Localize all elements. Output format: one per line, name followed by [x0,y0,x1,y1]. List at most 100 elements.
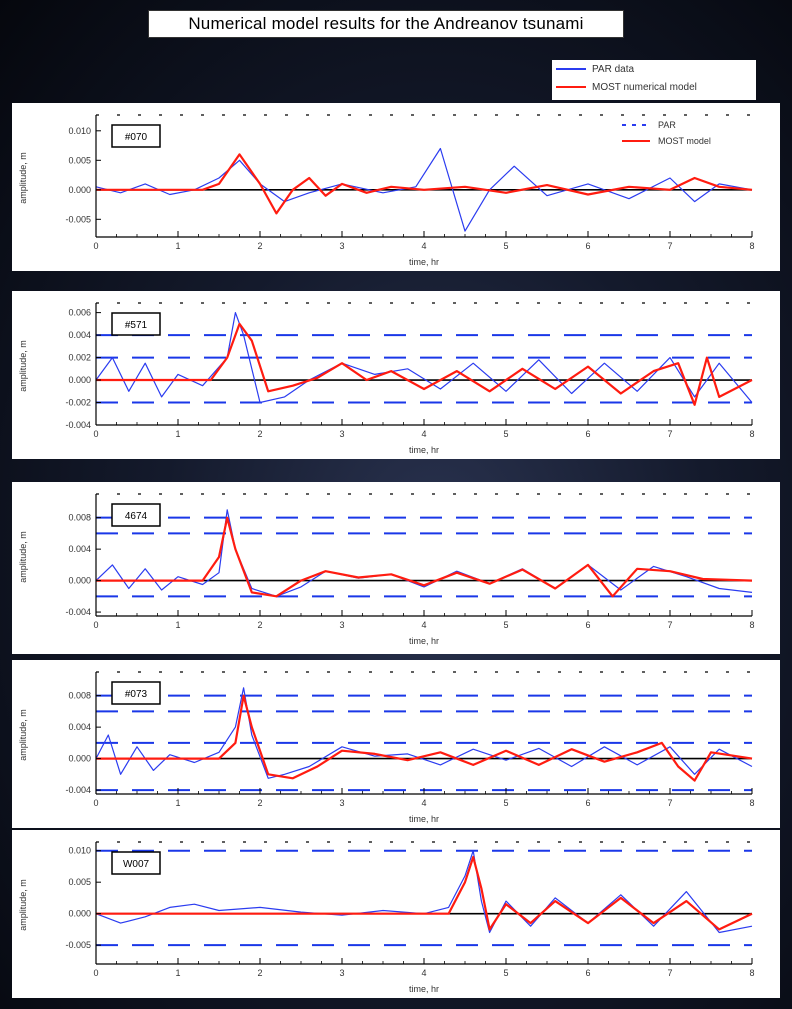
legend-swatch-red [556,86,586,89]
station-label: #070 [125,132,148,143]
y-tick-label: -0.004 [65,607,91,617]
y-axis-title: amplitude, m [18,709,28,761]
chart-svg-2: 0 1 2 3 4 5 6 7 8 0.006 0.004 0.002 0.000 -0.002 -0.00… [18,302,755,455]
x-tick-label: 3 [339,798,344,808]
series-model-line [96,322,753,406]
y-tick-label: 0.004 [68,722,91,732]
x-tick-label: 5 [503,798,508,808]
series-observed-line [95,687,753,779]
station-label: #073 [125,689,148,700]
x-tick-label: 8 [749,241,754,251]
slide-title: Numerical model results for the Andreano… [148,10,624,38]
y-tick-label: -0.005 [65,214,91,224]
x-tick-label: 8 [749,429,754,439]
y-tick-label: 0.002 [68,353,91,363]
x-axis-title: time, hr [409,814,439,824]
x-tick-label: 5 [503,968,508,978]
y-tick-label: 0.000 [68,909,91,919]
x-tick-label: 4 [421,620,426,630]
y-tick-label: 0.000 [68,185,91,195]
y-tick-label: 0.000 [68,375,91,385]
series-observed-line [95,509,753,597]
y-tick-label: 0.000 [68,576,91,586]
x-tick-label: 1 [175,620,180,630]
x-tick-label: 7 [667,968,672,978]
chart-panel-1: 0 1 2 3 4 5 6 7 8 0.010 0.005 0.000 -0.005 time, hr am… [12,103,780,271]
x-tick-label: 5 [503,429,508,439]
legend-swatch-blue [556,68,586,71]
station-label: #571 [125,320,148,331]
x-tick-label: 3 [339,429,344,439]
chart-panel-2: 0 1 2 3 4 5 6 7 8 0.006 0.004 0.002 0.000 -0.002 -0.00… [12,291,780,459]
y-tick-label: 0.008 [68,513,91,523]
x-tick-label: 4 [421,429,426,439]
x-tick-label: 4 [421,968,426,978]
x-tick-label: 0 [93,798,98,808]
x-tick-label: 6 [585,620,590,630]
x-tick-label: 1 [175,429,180,439]
y-tick-label: -0.005 [65,940,91,950]
x-tick-label: 4 [421,241,426,251]
x-tick-label: 8 [749,968,754,978]
x-tick-label: 3 [339,968,344,978]
x-tick-label: 5 [503,241,508,251]
chart-svg-5: 0 1 2 3 4 5 6 7 8 0.010 0.005 0.000 -0.005 time, hr am… [18,841,755,994]
series-model-line [96,694,753,782]
y-axis-title: amplitude, m [18,879,28,931]
chart-panel-3: 0 1 2 3 4 5 6 7 8 0.008 0.004 0.000 -0.004 time, hr am… [12,482,780,654]
x-axis-title: time, hr [409,445,439,455]
x-tick-label: 8 [749,620,754,630]
x-tick-label: 0 [93,429,98,439]
station-label-box [111,503,161,527]
x-tick-label: 2 [257,241,262,251]
x-axis-title: time, hr [409,984,439,994]
series-model-line [96,855,753,931]
x-tick-label: 6 [585,429,590,439]
x-tick-label: 3 [339,241,344,251]
x-tick-label: 4 [421,798,426,808]
top-legend: PAR data MOST numerical model [552,60,756,100]
y-tick-label: 0.005 [68,155,91,165]
x-tick-label: 7 [667,798,672,808]
y-tick-label: 0.008 [68,691,91,701]
y-tick-label: 0.000 [68,754,91,764]
x-tick-label: 1 [175,241,180,251]
x-tick-label: 6 [585,241,590,251]
y-axis-title: amplitude, m [18,340,28,392]
top-legend-item-model: MOST numerical model [556,80,697,96]
panel-legend-label: PAR [658,120,676,130]
x-tick-label: 2 [257,429,262,439]
x-tick-label: 8 [749,798,754,808]
x-tick-label: 7 [667,429,672,439]
x-tick-label: 6 [585,968,590,978]
x-tick-label: 6 [585,798,590,808]
station-label: 4674 [125,511,148,522]
series-model-line [96,516,753,598]
top-legend-item-observed: PAR data [556,62,634,78]
x-axis-title: time, hr [409,257,439,267]
station-label-box [111,851,161,875]
y-tick-label: 0.004 [68,330,91,340]
y-tick-label: 0.005 [68,877,91,887]
x-axis-title: time, hr [409,636,439,646]
x-tick-label: 2 [257,968,262,978]
panel-legend-label: MOST model [658,136,711,146]
y-tick-label: 0.004 [68,544,91,554]
x-tick-label: 0 [93,620,98,630]
y-tick-label: 0.010 [68,126,91,136]
x-tick-label: 3 [339,620,344,630]
x-tick-label: 7 [667,620,672,630]
station-label-box [111,681,161,705]
station-label: W007 [123,859,150,870]
x-tick-label: 2 [257,798,262,808]
x-tick-label: 1 [175,798,180,808]
chart-panel-5: 0 1 2 3 4 5 6 7 8 0.010 0.005 0.000 -0.005 time, hr am… [12,830,780,998]
y-tick-label: -0.002 [65,398,91,408]
series-model-line [96,153,753,215]
station-label-box [111,124,161,148]
series-observed-line [95,850,753,934]
y-tick-label: -0.004 [65,785,91,795]
y-tick-label: 0.010 [68,846,91,856]
x-tick-label: 5 [503,620,508,630]
y-axis-title: amplitude, m [18,531,28,583]
